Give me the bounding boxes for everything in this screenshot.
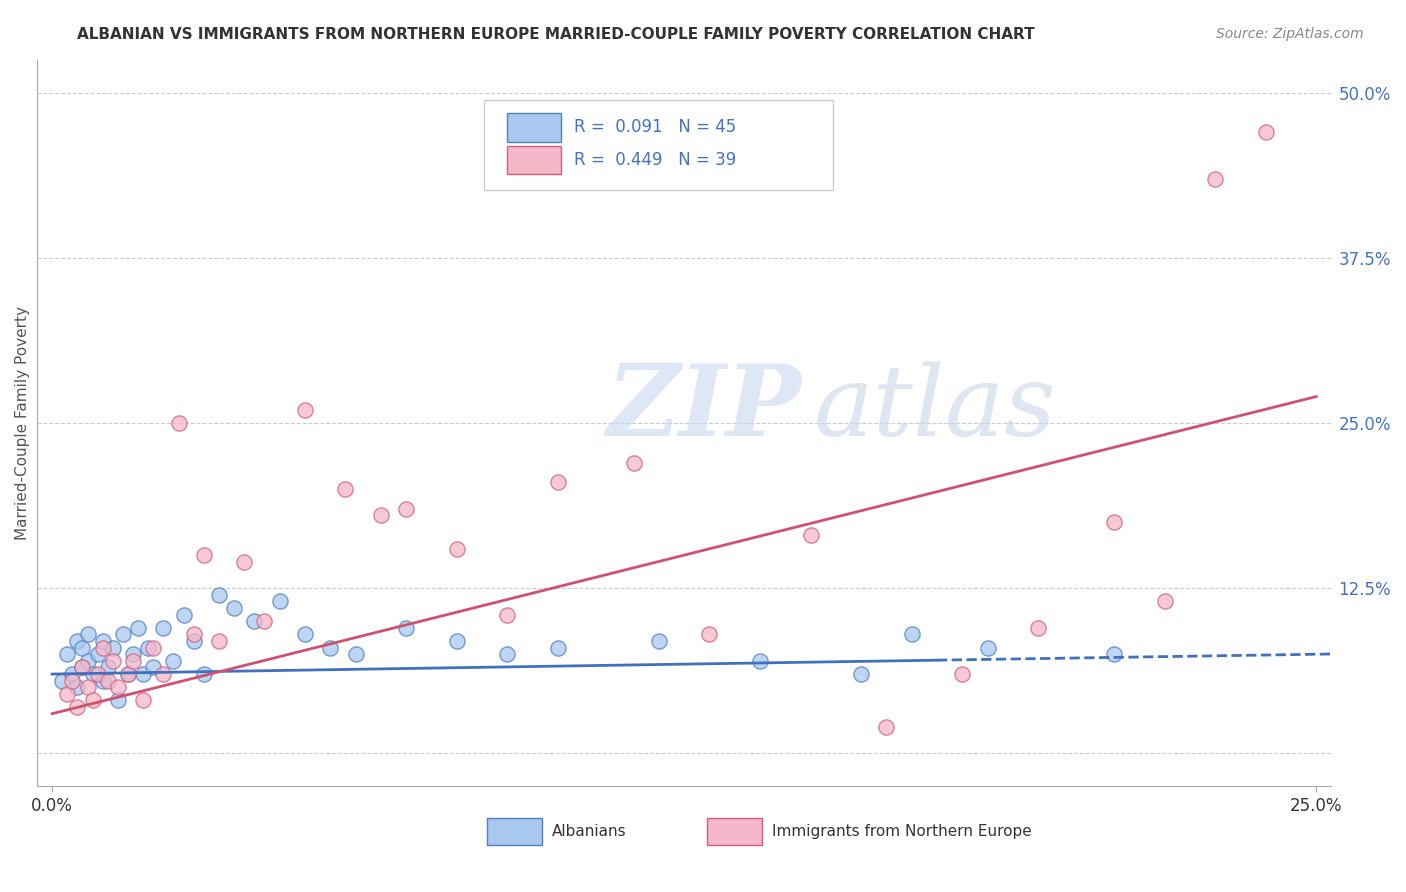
FancyBboxPatch shape xyxy=(484,100,832,190)
Text: ALBANIAN VS IMMIGRANTS FROM NORTHERN EUROPE MARRIED-COUPLE FAMILY POVERTY CORREL: ALBANIAN VS IMMIGRANTS FROM NORTHERN EUR… xyxy=(77,27,1035,42)
Point xyxy=(117,667,139,681)
Text: R =  0.449   N = 39: R = 0.449 N = 39 xyxy=(574,151,737,169)
Point xyxy=(101,640,124,655)
Point xyxy=(76,654,98,668)
Point xyxy=(76,627,98,641)
Point xyxy=(253,614,276,628)
Point xyxy=(86,647,108,661)
Point xyxy=(66,634,89,648)
Point xyxy=(950,667,973,681)
Point xyxy=(976,640,998,655)
Point xyxy=(82,693,104,707)
FancyBboxPatch shape xyxy=(506,146,561,175)
Point xyxy=(76,680,98,694)
Point xyxy=(122,654,145,668)
Point xyxy=(749,654,772,668)
Point xyxy=(243,614,266,628)
Point xyxy=(224,601,246,615)
Point xyxy=(111,627,134,641)
Point xyxy=(117,667,139,681)
Point xyxy=(547,475,569,490)
Point xyxy=(91,640,114,655)
Point xyxy=(395,621,418,635)
Point xyxy=(167,416,190,430)
Point xyxy=(97,673,120,688)
Point xyxy=(849,667,872,681)
Point xyxy=(875,720,897,734)
Point xyxy=(173,607,195,622)
Point xyxy=(107,693,129,707)
Point xyxy=(66,700,89,714)
Point xyxy=(1026,621,1049,635)
Point xyxy=(395,501,418,516)
Point xyxy=(294,627,316,641)
Point xyxy=(1254,125,1277,139)
FancyBboxPatch shape xyxy=(488,818,541,845)
Point xyxy=(208,634,231,648)
Text: R =  0.091   N = 45: R = 0.091 N = 45 xyxy=(574,118,737,136)
Point xyxy=(60,673,83,688)
Point xyxy=(132,667,155,681)
FancyBboxPatch shape xyxy=(506,113,561,142)
Point xyxy=(56,687,79,701)
Point xyxy=(446,634,468,648)
Point xyxy=(1153,594,1175,608)
Point xyxy=(370,508,392,523)
Text: atlas: atlas xyxy=(814,360,1056,456)
Point xyxy=(193,667,215,681)
FancyBboxPatch shape xyxy=(707,818,762,845)
Point xyxy=(136,640,159,655)
Point xyxy=(142,640,165,655)
Point xyxy=(269,594,291,608)
Point xyxy=(91,634,114,648)
Point xyxy=(60,667,83,681)
Point xyxy=(51,673,73,688)
Point xyxy=(101,654,124,668)
Point xyxy=(127,621,149,635)
Point xyxy=(1102,515,1125,529)
Point xyxy=(1204,171,1226,186)
Point xyxy=(107,680,129,694)
Point xyxy=(623,456,645,470)
Point xyxy=(122,647,145,661)
Point xyxy=(446,541,468,556)
Point xyxy=(162,654,184,668)
Point xyxy=(193,548,215,562)
Point xyxy=(183,634,205,648)
Point xyxy=(72,640,94,655)
Point xyxy=(208,588,231,602)
Point xyxy=(900,627,922,641)
Point xyxy=(91,673,114,688)
Point xyxy=(496,607,519,622)
Point xyxy=(547,640,569,655)
Point xyxy=(72,660,94,674)
Y-axis label: Married-Couple Family Poverty: Married-Couple Family Poverty xyxy=(15,306,30,540)
Text: Albanians: Albanians xyxy=(553,824,627,839)
Point xyxy=(800,528,823,542)
Point xyxy=(496,647,519,661)
Point xyxy=(335,482,357,496)
Point xyxy=(152,621,174,635)
Point xyxy=(1102,647,1125,661)
Point xyxy=(319,640,342,655)
Point xyxy=(97,660,120,674)
Point xyxy=(183,627,205,641)
Point xyxy=(699,627,721,641)
Point xyxy=(142,660,165,674)
Point xyxy=(294,402,316,417)
Text: Immigrants from Northern Europe: Immigrants from Northern Europe xyxy=(772,824,1032,839)
Point xyxy=(132,693,155,707)
Point xyxy=(233,555,256,569)
Point xyxy=(72,660,94,674)
Point xyxy=(344,647,367,661)
Text: ZIP: ZIP xyxy=(606,360,801,457)
Point xyxy=(82,667,104,681)
Point xyxy=(648,634,671,648)
Text: Source: ZipAtlas.com: Source: ZipAtlas.com xyxy=(1216,27,1364,41)
Point xyxy=(152,667,174,681)
Point xyxy=(56,647,79,661)
Point xyxy=(86,667,108,681)
Point xyxy=(66,680,89,694)
